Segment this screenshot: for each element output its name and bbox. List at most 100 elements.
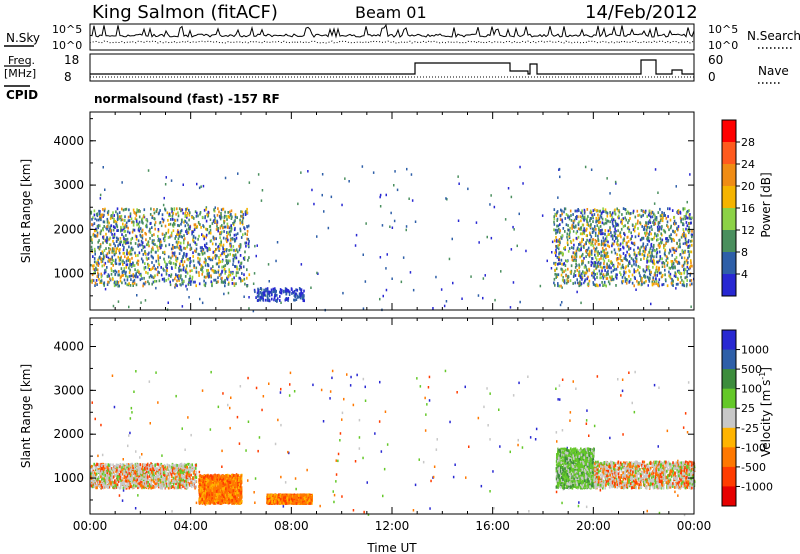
data-mark [244,213,247,216]
scatter-mark [112,304,115,308]
data-mark [590,260,593,264]
scatter-mark [107,260,109,263]
scatter-mark [143,215,146,219]
data-mark [141,243,143,247]
data-mark [200,264,203,267]
data-mark [121,472,123,476]
data-mark [164,234,167,238]
data-mark [572,275,575,278]
data-mark [138,229,141,233]
scatter-mark [335,480,337,483]
data-mark [113,280,116,284]
data-mark [690,217,692,221]
data-mark [600,243,603,247]
data-mark [676,260,678,264]
data-mark [185,475,188,478]
data-mark [603,222,605,226]
data-mark [132,273,135,276]
data-mark [94,284,96,287]
scatter-mark [297,202,299,206]
data-mark [637,214,639,217]
data-mark [591,273,593,277]
data-mark [191,232,193,236]
data-mark [561,234,564,237]
scatter-mark [525,249,527,253]
scatter-mark [133,390,135,393]
data-mark [139,278,142,282]
scatter-mark [118,242,121,245]
data-mark [656,248,658,251]
data-mark [567,275,570,279]
data-mark [592,283,595,286]
data-mark [219,253,222,257]
data-mark [619,271,621,274]
data-mark [240,261,243,265]
data-mark [102,465,105,468]
data-mark [174,277,176,281]
data-mark [279,295,281,298]
data-mark [566,259,568,263]
data-mark [684,207,686,211]
data-mark [162,478,165,482]
data-mark [188,208,190,212]
data-mark [564,230,566,233]
data-mark [97,258,99,262]
data-mark [124,465,127,469]
data-mark [105,247,107,250]
scatter-mark [405,225,408,228]
data-mark [592,238,595,241]
data-mark [99,232,102,236]
data-mark [628,245,630,249]
data-mark [162,218,165,222]
data-mark [177,233,180,237]
data-mark [650,225,653,228]
data-mark [227,225,229,228]
scatter-mark [339,432,342,435]
data-mark [132,280,134,283]
data-mark [606,277,609,280]
scatter-mark [686,266,689,269]
data-mark [166,475,168,479]
data-mark [637,227,639,230]
data-mark [194,280,196,284]
data-mark [644,209,647,213]
data-mark [622,266,624,269]
data-mark [609,226,611,229]
data-mark [142,473,144,477]
data-mark [117,485,119,489]
data-mark [190,478,193,482]
scatter-mark [365,222,367,225]
data-mark [642,228,645,231]
data-mark [682,232,684,236]
data-mark [592,229,595,233]
data-mark [191,465,194,469]
data-mark [128,486,131,490]
data-mark [128,282,130,285]
data-mark [194,226,196,230]
data-mark [630,212,632,215]
scatter-mark [468,445,470,448]
data-mark [95,486,97,490]
scatter-mark [556,440,558,443]
data-mark [165,279,168,282]
data-mark [632,211,634,215]
scatter-mark [364,399,367,402]
data-mark [158,271,160,274]
data-mark [602,210,604,214]
data-mark [134,472,137,475]
data-mark [600,254,602,258]
data-mark [239,229,242,233]
data-mark [180,486,183,490]
scatter-mark [572,380,574,383]
data-mark [157,256,160,260]
data-mark [138,270,140,274]
data-mark [134,251,136,255]
data-mark [620,273,622,277]
data-mark [94,471,96,475]
data-mark [120,479,122,482]
data-mark [179,470,182,474]
scatter-mark [419,385,422,388]
data-mark [578,243,580,246]
data-mark [270,291,273,294]
data-mark [198,261,200,265]
